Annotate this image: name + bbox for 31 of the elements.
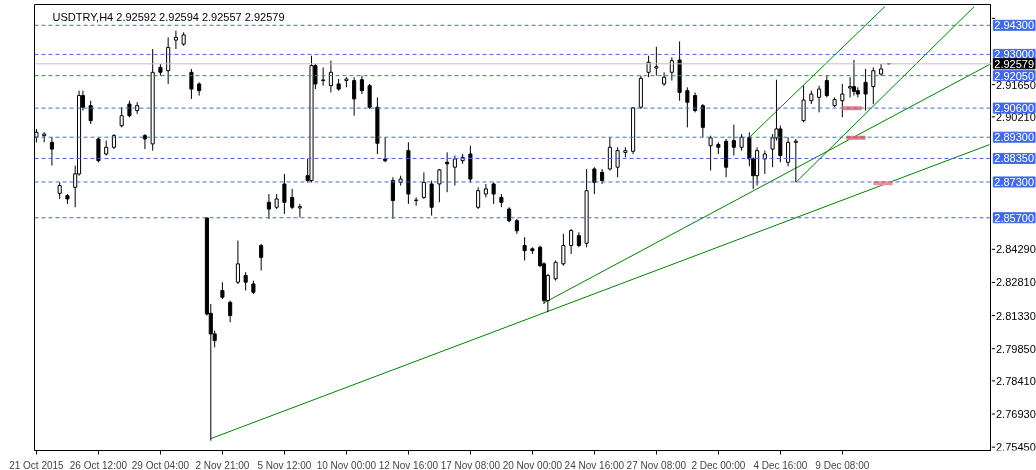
y-tick-label: 2.81330 [996,309,1036,322]
ref-line-label: 2.88350 [994,152,1035,165]
text: USDTRY,H4 2.92592 2.92594 2.92557 2.92579 [52,10,285,23]
x-tick-label: 26 Oct 12:00 [69,459,128,470]
x-tick-label: 9 Dec 08:00 [815,459,870,470]
x-tick-label: 2 Nov 21:00 [195,459,250,470]
x-tick-label: 12 Nov 16:00 [378,459,439,470]
y-tick-label: 2.79850 [996,342,1036,355]
ref-line-label: 2.89300 [994,131,1035,144]
y-tick-label: 2.84290 [996,243,1036,256]
ref-line-label: 2.93000 [994,48,1035,61]
x-tick-label: 4 Dec 16:00 [753,459,808,470]
ref-line-label: 2.90600 [994,102,1035,115]
x-tick-label: 21 Oct 2015 [9,459,65,470]
x-tick-label: 10 Nov 00:00 [316,459,377,470]
x-tick-label: 2 Dec 00:00 [691,459,746,470]
x-tick-label: 20 Nov 00:00 [502,459,563,470]
x-tick-label: 24 Nov 16:00 [564,459,625,470]
x-tick-label: 5 Nov 12:00 [257,459,312,470]
ref-line-label: 2.92579 [994,57,1035,70]
y-tick-label: 2.75450 [996,441,1036,454]
y-tick-label: 2.82810 [996,276,1036,289]
x-tick-label: 29 Oct 04:00 [131,459,190,470]
ref-line-label: 2.85700 [994,211,1035,224]
x-tick-label: 17 Nov 08:00 [440,459,501,470]
x-tick-label: 27 Nov 08:00 [626,459,687,470]
ref-line-label: 2.87300 [994,175,1035,188]
ref-line-label: 2.92050 [994,69,1035,82]
y-tick-label: 2.78410 [996,374,1036,387]
y-tick-label: 2.76930 [996,408,1036,421]
ref-line-label: 2.94300 [994,19,1035,32]
